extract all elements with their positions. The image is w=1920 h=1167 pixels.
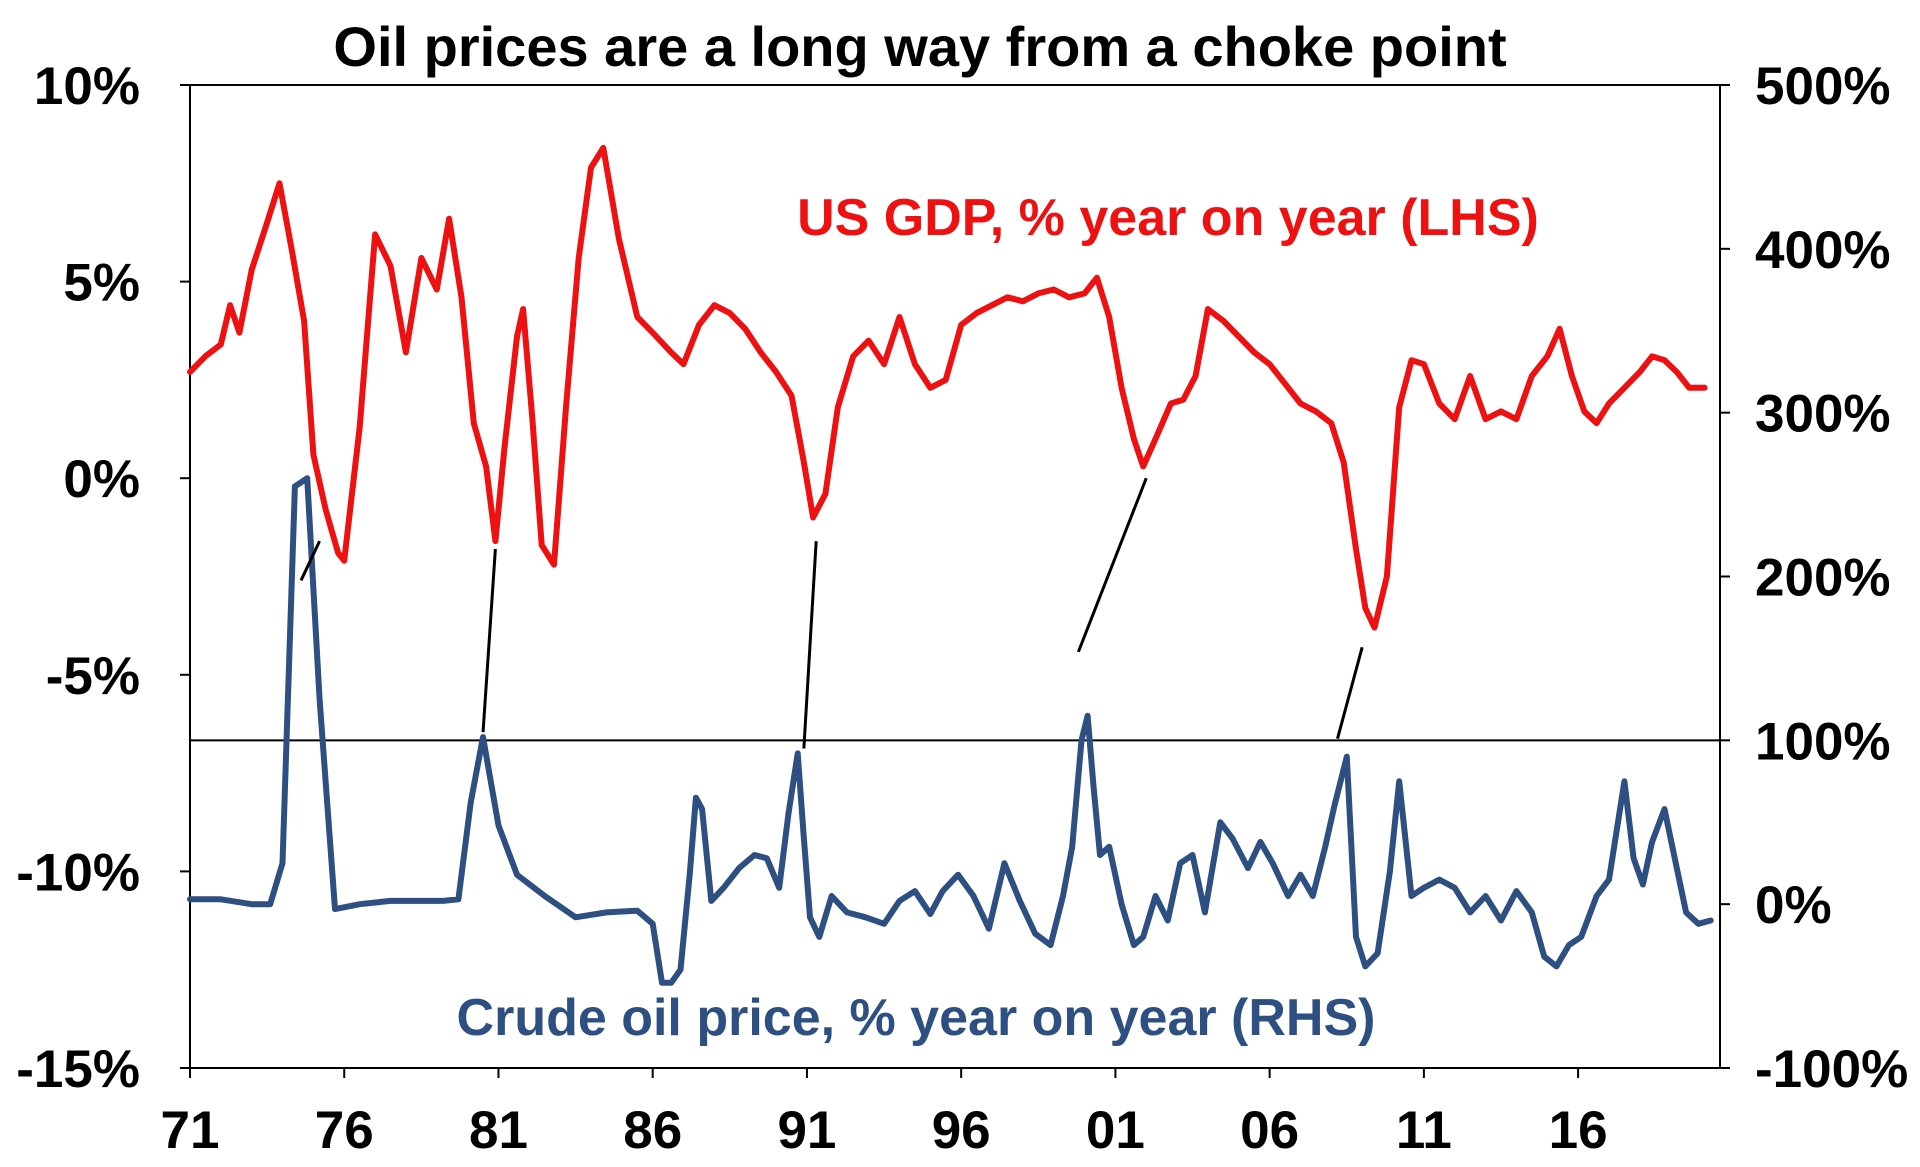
right-tick-label: 100% [1755,712,1891,771]
annotation-connector [1076,477,1148,653]
right-tick-label: 0% [1755,876,1832,935]
right-tick-label: 400% [1755,221,1891,280]
right-tick-label: -100% [1755,1040,1908,1099]
annotation-layer [299,477,1364,749]
x-tick-label: 76 [315,1101,374,1160]
x-tick-label: 86 [623,1101,682,1160]
gdp-series-line [187,144,1708,631]
annotation-connector [802,541,818,749]
x-tick-label: 71 [161,1101,220,1160]
annotation-connector [1336,646,1364,740]
annotation-connector [299,540,321,582]
x-axis-ticks: 71 76 81 86 91 96 01 06 11 16 [161,1068,1608,1160]
left-tick-label: -5% [46,647,140,706]
chart-title: Oil prices are a long way from a choke p… [333,15,1506,78]
x-tick-label: 11 [1396,1101,1452,1160]
x-tick-label: 16 [1549,1101,1608,1160]
right-tick-label: 300% [1755,385,1891,444]
annotation-connector [481,548,497,733]
x-tick-label: 06 [1240,1101,1299,1160]
left-tick-label: 10% [34,57,140,116]
left-tick-label: 5% [63,254,140,313]
left-tick-label: 0% [63,450,140,509]
left-tick-label: -15% [16,1040,140,1099]
series-layer [187,144,1714,986]
right-axis-ticks: 500% 400% 300% 200% 100% 0% -100% [1720,57,1908,1099]
x-tick-label: 91 [777,1101,836,1160]
left-tick-label: -10% [16,843,140,902]
x-tick-label: 01 [1086,1101,1145,1160]
x-tick-label: 81 [469,1101,528,1160]
x-tick-label: 96 [932,1101,991,1160]
oil-series-label: Crude oil price, % year on year (RHS) [457,989,1376,1047]
left-axis-ticks: 10% 5% 0% -5% -10% -15% [16,57,190,1099]
gdp-series-label: US GDP, % year on year (LHS) [797,189,1539,247]
right-tick-label: 500% [1755,57,1891,116]
oil-series-line [187,475,1714,986]
right-tick-label: 200% [1755,549,1891,608]
